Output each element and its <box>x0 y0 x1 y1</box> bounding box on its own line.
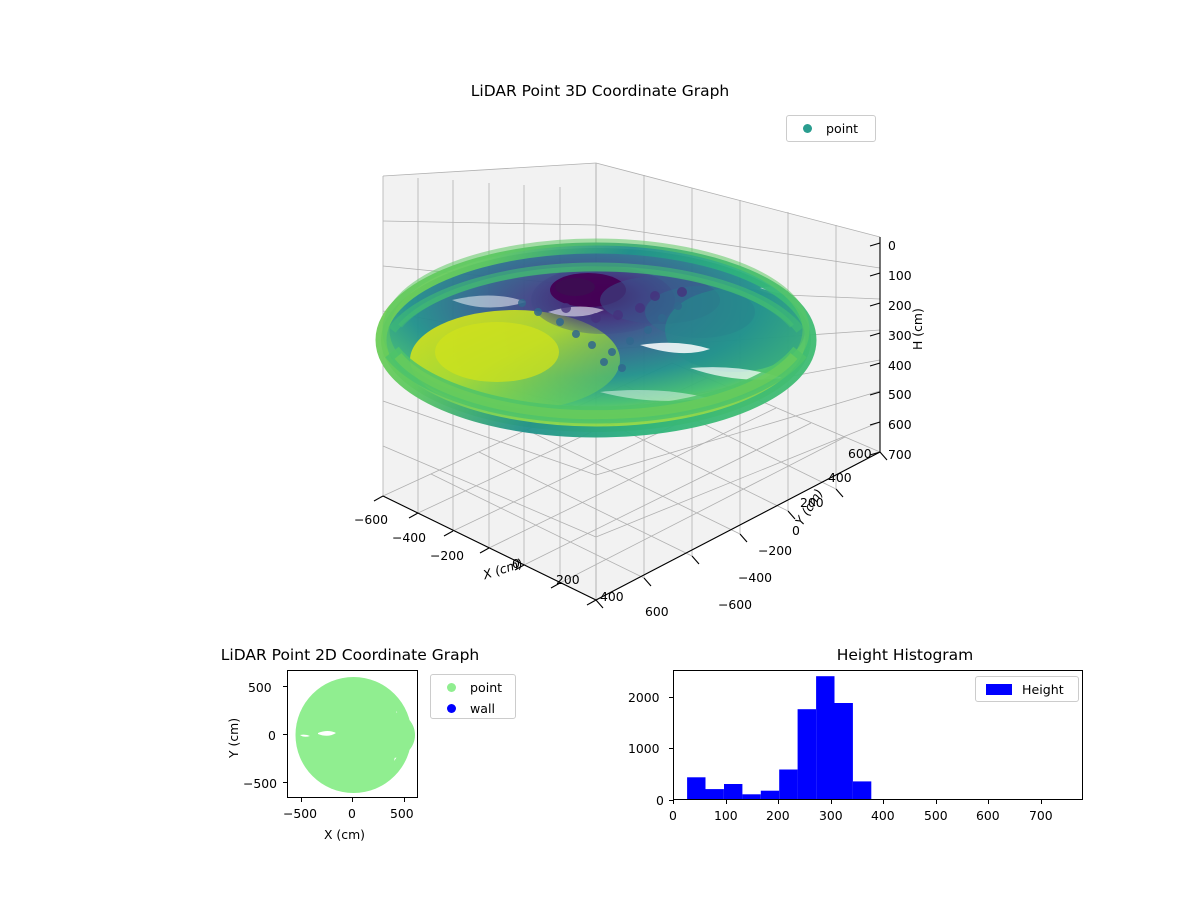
plot3d-legend[interactable]: point <box>786 115 876 142</box>
histogram-xtick-mark-6 <box>988 800 989 804</box>
plot3d-ytick-4: 200 <box>800 495 824 510</box>
legend-label-wall: wall <box>470 701 496 716</box>
plot3d-ztick-1: 100 <box>888 268 912 283</box>
plot3d-ytick-3: 0 <box>792 523 800 538</box>
plot2d-ytick-mark-1 <box>283 734 287 735</box>
histogram-xtick-4: 400 <box>871 808 895 823</box>
histogram-legend[interactable]: Height <box>975 676 1079 702</box>
histogram-ytick-mark-0 <box>669 800 673 801</box>
plot2d-xtick-0: −500 <box>283 806 318 821</box>
plot3d-xtick-0: −600 <box>354 512 389 527</box>
legend-item-point[interactable]: point <box>787 116 875 141</box>
plot3d-ztick-4: 400 <box>888 358 912 373</box>
plot3d-ztick-0: 0 <box>888 238 896 253</box>
legend-label-point: point <box>470 680 503 695</box>
plot2d-canvas <box>295 677 415 793</box>
plot3d-ztick-5: 500 <box>888 387 912 402</box>
histogram-ytick-0: 0 <box>656 793 664 808</box>
histogram-xtick-mark-5 <box>936 800 937 804</box>
plot3d-ztick-3: 300 <box>888 328 912 343</box>
histogram-ytick-mark-1 <box>669 748 673 749</box>
histogram-ytick-1: 1000 <box>628 741 660 756</box>
legend-item-wall[interactable]: wall <box>431 698 515 719</box>
plot3d-xtick-3: 0 <box>512 556 520 571</box>
plot2d-ytick-mark-2 <box>283 686 287 687</box>
legend-marker-wall-icon <box>447 704 456 713</box>
histogram-xtick-1: 100 <box>714 808 738 823</box>
histogram-xtick-5: 500 <box>924 808 948 823</box>
plot2d-xtick-mark-1 <box>352 798 353 802</box>
histogram-ytick-mark-2 <box>669 697 673 698</box>
plot2d-xtick-mark-0 <box>301 798 302 802</box>
panel-3d-scatter: LiDAR Point 3D Coordinate Graph point <box>354 82 925 619</box>
plot3d-xtick-6: 600 <box>645 604 669 619</box>
plot2d-ytick-mark-0 <box>283 782 287 783</box>
plot3d-ytick-2: −200 <box>758 543 793 558</box>
histogram-xtick-2: 200 <box>766 808 790 823</box>
panel-2d-scatter: LiDAR Point 2D Coordinate Graph <box>0 630 560 900</box>
plot3d-xtick-2: −200 <box>430 548 465 563</box>
histogram-xtick-mark-1 <box>726 800 727 804</box>
plot2d-xtick-2: 500 <box>390 806 414 821</box>
histogram-ytick-2: 2000 <box>628 690 660 705</box>
histogram-canvas <box>687 676 872 799</box>
plot2d-xaxis-label: X (cm) <box>324 827 365 842</box>
histogram-xtick-mark-7 <box>1041 800 1042 804</box>
plot3d-xtick-1: −400 <box>392 530 427 545</box>
point-cloud-3d <box>375 238 817 438</box>
histogram-xtick-mark-0 <box>673 800 674 804</box>
plot3d-canvas <box>373 162 888 609</box>
plot2d-yaxis-label: Y (cm) <box>226 717 241 758</box>
legend-marker-point-icon <box>803 124 812 133</box>
histogram-xtick-7: 700 <box>1029 808 1053 823</box>
legend-item-height[interactable]: Height <box>976 677 1078 701</box>
panel-height-histogram: Height Histogram <box>600 630 1200 900</box>
legend-label-height: Height <box>1022 681 1064 697</box>
plot3d-ytick-6: 600 <box>848 446 872 461</box>
plot3d-ztick-7: 700 <box>888 447 912 462</box>
plot2d-xtick-mark-2 <box>404 798 405 802</box>
plot2d-ytick-1: 0 <box>268 728 276 743</box>
legend-marker-height-icon <box>986 683 1012 695</box>
histogram-bars <box>687 676 872 799</box>
plot2d-xtick-1: 0 <box>348 806 356 821</box>
histogram-xtick-6: 600 <box>976 808 1000 823</box>
histogram-xtick-mark-2 <box>778 800 779 804</box>
plot3d-zaxis-label: H (cm) <box>910 308 925 350</box>
plot3d-xtick-5: 400 <box>600 589 624 604</box>
plot3d-ytick-1: −400 <box>738 570 773 585</box>
legend-label-point: point <box>826 121 859 136</box>
histogram-xtick-mark-3 <box>831 800 832 804</box>
plot2d-frame[interactable] <box>287 670 418 798</box>
legend-item-point[interactable]: point <box>431 677 515 698</box>
histogram-xtick-mark-4 <box>883 800 884 804</box>
plot2d-legend[interactable]: point wall <box>430 674 516 719</box>
plot3d-xtick-4: 200 <box>556 572 580 587</box>
plot2d-ytick-0: −500 <box>243 776 278 791</box>
plot3d-title: LiDAR Point 3D Coordinate Graph <box>470 82 730 100</box>
histogram-xtick-3: 300 <box>819 808 843 823</box>
plot3d-ztick-2: 200 <box>888 298 912 313</box>
plot2d-title: LiDAR Point 2D Coordinate Graph <box>220 646 480 664</box>
plot3d-ytick-5: 400 <box>828 470 852 485</box>
plot3d-ytick-0: −600 <box>718 597 753 612</box>
legend-marker-point-icon <box>447 683 456 692</box>
histogram-title: Height Histogram <box>836 646 974 664</box>
histogram-xtick-0: 0 <box>669 808 677 823</box>
plot3d-ztick-6: 600 <box>888 417 912 432</box>
plot2d-ytick-2: 500 <box>248 680 272 695</box>
